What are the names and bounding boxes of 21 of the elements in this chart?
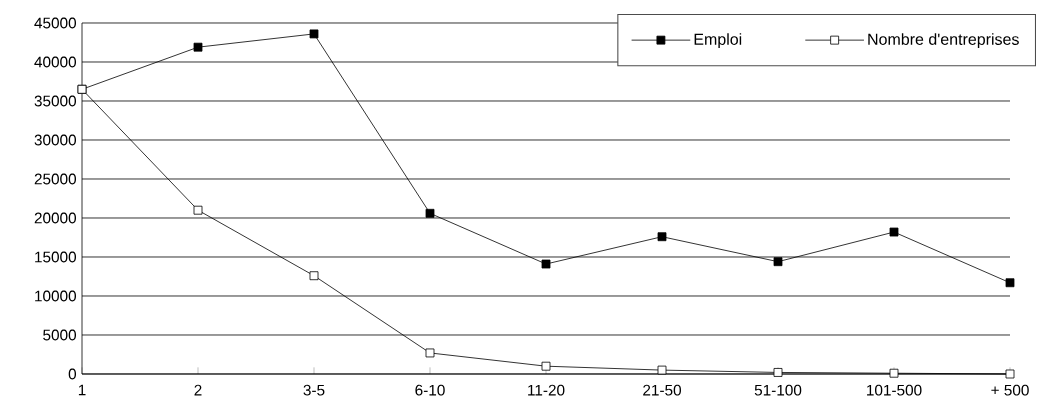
y-tick-label: 5000	[43, 329, 77, 341]
x-tick-label: 11-20	[528, 384, 565, 396]
y-tick-label: 10000	[35, 290, 77, 302]
x-tick-label: 2	[194, 384, 202, 396]
x-tick-label: 51-100	[754, 384, 802, 396]
y-tick-label: 45000	[34, 17, 77, 29]
legend-label: Nombre d'entreprises	[868, 33, 1019, 49]
x-tick-label: 6-10	[415, 384, 445, 396]
x-tick-label: 101-500	[867, 384, 922, 396]
y-tick-label: 30000	[34, 134, 77, 146]
y-tick-label: 40000	[34, 56, 77, 68]
legend-label: Emploi	[694, 33, 742, 49]
y-tick-label: 0	[68, 368, 77, 380]
y-tick-label: 20000	[34, 212, 77, 224]
x-tick-label: + 500	[991, 384, 1029, 396]
y-tick-label: 15000	[35, 251, 77, 263]
y-tick-label: 25000	[34, 173, 77, 185]
x-tick-label: 21-50	[643, 384, 682, 396]
x-tick-label: 1	[78, 384, 86, 396]
y-tick-label: 35000	[34, 95, 77, 107]
x-tick-label: 3-5	[303, 384, 325, 396]
